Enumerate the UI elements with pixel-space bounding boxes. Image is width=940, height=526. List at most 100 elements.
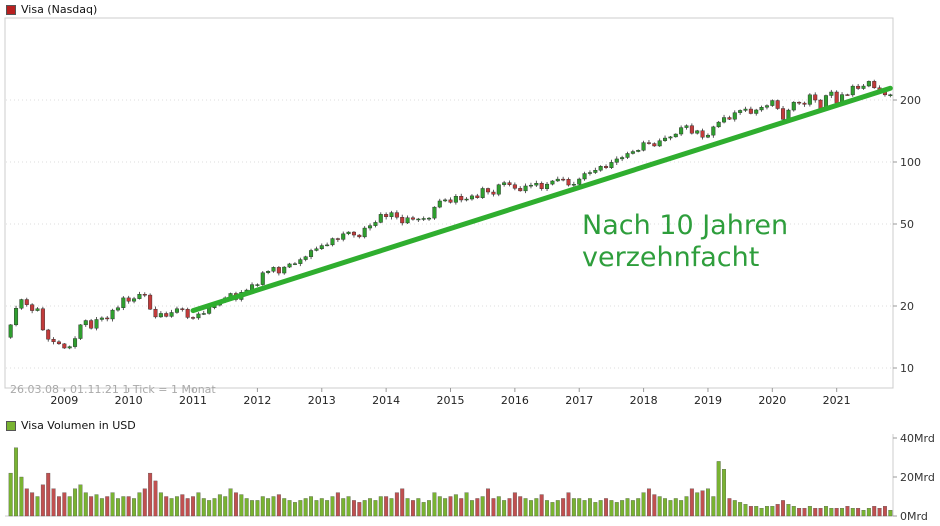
price-legend-color-swatch	[6, 4, 16, 15]
volume-bar	[647, 488, 651, 517]
volume-bar	[706, 488, 710, 517]
candle-body	[609, 162, 614, 168]
volume-bar	[604, 498, 608, 517]
candle-body	[158, 313, 163, 318]
candle-body	[587, 172, 592, 174]
volume-bar	[191, 496, 195, 517]
volume-bar	[314, 500, 319, 517]
candle-body	[657, 140, 662, 147]
volume-bar	[722, 469, 726, 517]
candle-body	[593, 170, 598, 173]
volume-bar	[319, 498, 324, 517]
volume-bar	[818, 508, 823, 517]
volume-bar	[373, 500, 378, 517]
volume-bar	[614, 502, 619, 517]
volume-bar	[695, 492, 700, 517]
candle-body	[8, 324, 13, 338]
volume-bar	[486, 488, 490, 517]
candle-body	[437, 200, 442, 208]
volume-bar	[46, 472, 51, 517]
candle-body	[807, 94, 812, 105]
year-axis-label: 2013	[308, 394, 336, 407]
price-chart-legend: Visa (Nasdaq)	[6, 3, 97, 16]
price-axis-tick-label: 200	[900, 94, 921, 107]
volume-bar	[872, 506, 877, 517]
volume-bar	[132, 498, 136, 517]
volume-bar	[786, 504, 791, 517]
candle-body	[791, 101, 796, 111]
candle-body	[255, 284, 260, 286]
candle-body	[400, 217, 405, 224]
candle-body	[459, 196, 464, 201]
candle-body	[598, 166, 603, 171]
candle-body	[73, 338, 78, 347]
volume-bar	[73, 488, 77, 517]
volume-bar	[813, 508, 818, 517]
volume-bar	[512, 492, 517, 517]
trend-annotation-line1: Nach 10 Jahren	[582, 210, 789, 241]
candle-body	[368, 225, 373, 229]
price-plot-frame	[4, 17, 894, 389]
candle-body	[180, 308, 185, 310]
candle-body	[201, 313, 206, 315]
candle-body	[695, 130, 700, 134]
volume-bar	[368, 498, 372, 517]
candle-body	[625, 153, 630, 158]
year-axis-label: 2019	[694, 394, 722, 407]
candle-body	[142, 294, 147, 296]
volume-bar	[684, 496, 689, 517]
volume-bar	[137, 492, 142, 517]
volume-bar	[550, 502, 555, 517]
volume-bar	[411, 500, 415, 517]
volume-bar	[588, 498, 592, 517]
candle-body	[668, 136, 673, 139]
candle-body	[856, 85, 861, 89]
volume-bar	[212, 498, 217, 517]
volume-bar	[480, 496, 485, 517]
volume-bar	[545, 500, 549, 517]
volume-bar	[679, 500, 684, 517]
candle-body	[24, 299, 29, 305]
trend-annotation-line2: verzehnfacht	[582, 241, 760, 273]
candle-body	[523, 185, 528, 192]
volume-bar	[748, 506, 753, 517]
candle-body	[89, 320, 94, 329]
volume-bar	[260, 496, 265, 517]
candle-body	[630, 151, 635, 154]
candle-body	[534, 183, 539, 186]
candle-body	[866, 81, 871, 87]
candle-body	[802, 102, 807, 105]
volume-legend-label: Visa Volumen in USD	[21, 419, 136, 432]
volume-bar	[883, 506, 887, 517]
volume-bar	[797, 508, 802, 517]
candle-body	[341, 233, 346, 240]
volume-bar	[99, 498, 104, 517]
volume-bar	[791, 506, 796, 517]
volume-bar	[668, 500, 673, 517]
volume-bar	[244, 498, 249, 517]
volume-bar	[840, 508, 844, 517]
candle-body	[754, 109, 759, 114]
volume-bar	[303, 498, 308, 517]
candle-body	[410, 217, 415, 220]
candle-body	[818, 99, 823, 109]
volume-bar	[223, 496, 228, 517]
candle-body	[303, 256, 308, 260]
volume-bar	[234, 492, 238, 517]
volume-bar	[732, 500, 737, 517]
candle-body	[512, 184, 517, 189]
candle-body	[30, 304, 35, 311]
volume-bar	[346, 496, 351, 517]
volume-bar	[427, 500, 431, 517]
candle-body	[357, 234, 362, 238]
volume-bar	[727, 498, 732, 517]
volume-bar	[400, 488, 405, 517]
candle-body	[464, 198, 469, 201]
year-axis-label: 2016	[501, 394, 529, 407]
volume-bar	[89, 496, 94, 517]
volume-bar	[153, 480, 158, 517]
volume-bar	[743, 504, 748, 517]
candle-body	[110, 309, 115, 320]
volume-bar	[175, 496, 179, 517]
candle-body	[405, 217, 410, 224]
